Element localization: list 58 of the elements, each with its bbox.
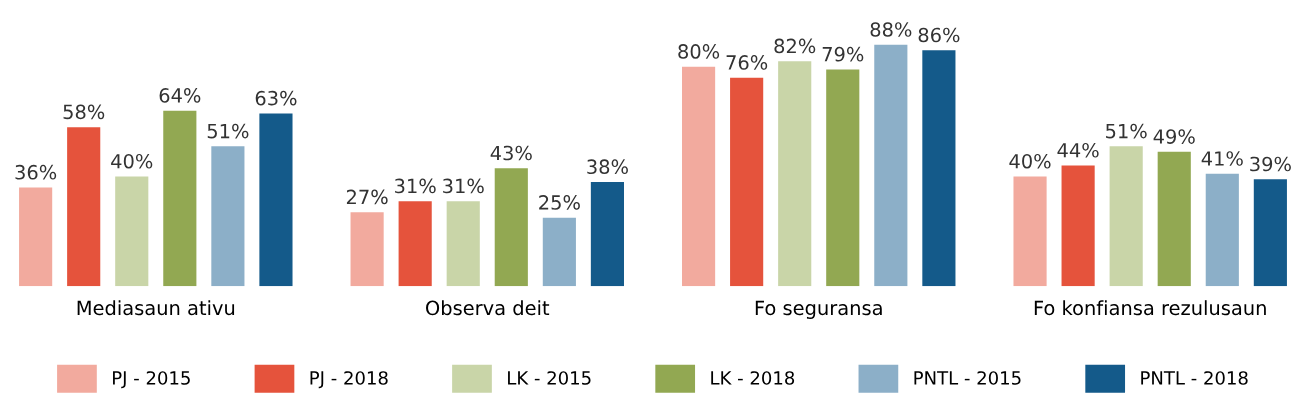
data-label: 31% [395,178,436,194]
data-label: 39% [1250,156,1291,172]
bar [398,201,432,287]
data-label: 58% [63,104,105,120]
bar [163,110,197,287]
data-label: 88% [870,22,912,37]
data-label: 40% [111,153,153,169]
data-label: 49% [1153,129,1195,144]
x-tick-label: Fo konfiansa rezulusaun [1034,300,1266,316]
data-label: 43% [490,145,532,161]
bar [590,182,624,287]
legend-label: PNTL - 2015 [914,371,1021,385]
bar [682,66,716,287]
bar [1061,165,1095,287]
bar [922,50,956,287]
legend-label: PNTL - 2018 [1141,371,1248,385]
data-label: 38% [587,159,628,175]
bar [259,113,293,287]
data-label: 51% [1106,123,1147,139]
data-label: 36% [15,164,57,180]
bar [1253,179,1287,287]
bar [1013,176,1047,287]
bar [67,127,101,287]
bar [494,168,528,287]
bar [542,217,576,287]
bar [1205,173,1239,287]
bar [211,146,245,287]
bar [826,69,860,287]
data-label: 44% [1057,142,1099,158]
legend-label: PJ - 2018 [310,371,388,389]
data-label: 80% [678,44,720,59]
data-label: 82% [774,38,816,54]
bar [778,61,812,287]
data-label: 63% [255,90,297,106]
legend-label: LK - 2015 [508,371,591,385]
data-label: 41% [1201,151,1243,166]
data-label: 76% [726,55,768,70]
bar [874,44,908,287]
data-label: 40% [1009,153,1051,169]
legend-label: PJ - 2015 [113,371,190,389]
data-label: 27% [346,189,388,205]
x-tick-label: Observa deit [426,300,550,316]
bar [115,176,149,287]
bar [350,212,384,287]
bar [730,77,764,287]
data-label: 64% [159,88,201,103]
x-tick-label: Mediasaun ativu [77,300,235,316]
x-tick-label: Fo seguransa [755,300,882,320]
data-label: 51% [207,123,249,139]
bar [1109,146,1143,287]
data-label: 25% [539,195,580,210]
bar [19,187,53,287]
data-label: 86% [918,27,960,43]
legend-label: LK - 2018 [711,371,795,385]
data-label: 79% [822,46,864,62]
bar [446,201,480,287]
bar [1157,151,1191,287]
data-label: 31% [443,178,484,194]
